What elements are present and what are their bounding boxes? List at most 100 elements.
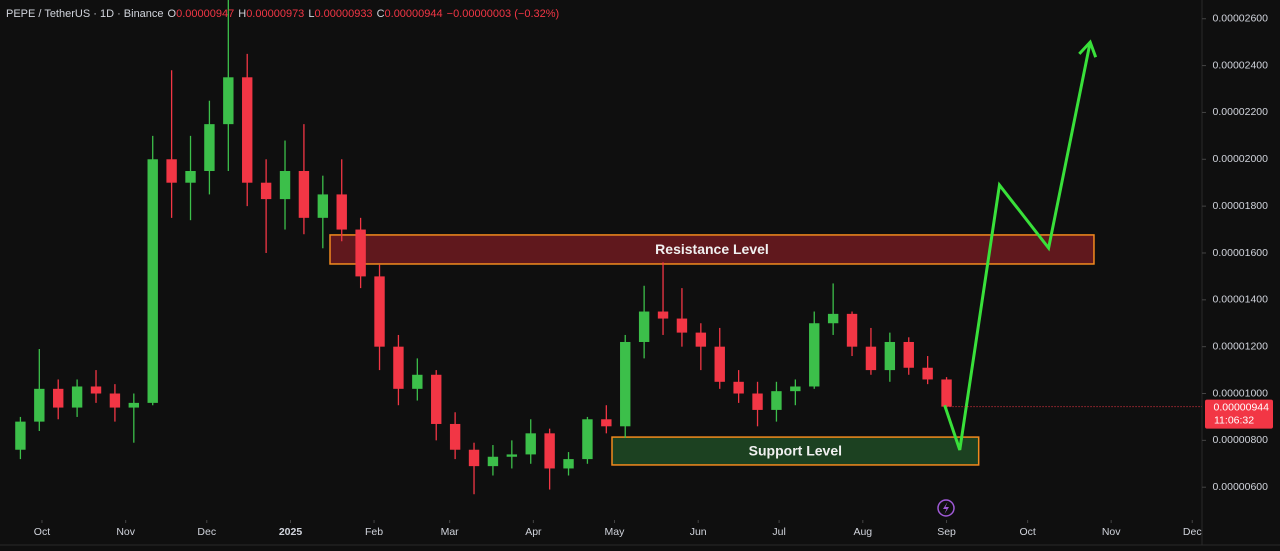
y-tick-label: 0.00002600 xyxy=(1213,13,1269,25)
header-close-label: C xyxy=(377,8,385,20)
candle-body xyxy=(733,381,744,394)
candle-body xyxy=(393,346,404,389)
lightning-icon xyxy=(937,499,955,517)
candle-body xyxy=(34,388,45,422)
zone-box xyxy=(329,234,1095,265)
zone-label: Resistance Level xyxy=(655,241,769,257)
header-low-label: L xyxy=(308,8,314,20)
candle-body xyxy=(412,374,423,389)
header-high-label: H xyxy=(238,8,246,20)
candle-body xyxy=(638,311,650,342)
candle-body xyxy=(676,318,688,333)
x-tick-label: Jul xyxy=(772,526,785,538)
x-tick-label: Jun xyxy=(690,526,707,538)
overlay: Resistance Level Support Level xyxy=(655,39,1098,459)
candle-body xyxy=(468,449,480,467)
y-tick-label: 0.00001400 xyxy=(1213,294,1269,306)
candle-body xyxy=(884,341,896,371)
candle-body xyxy=(355,229,366,277)
candle-body xyxy=(53,388,64,408)
projection-line xyxy=(943,41,1092,451)
zone-label: Support Level xyxy=(749,443,842,459)
last-price-tag xyxy=(1205,399,1273,429)
candle-body xyxy=(827,313,839,324)
axes: 0.00000600 0.00000800 0.00001000 0.00001200… xyxy=(34,13,1273,538)
candle-body xyxy=(790,386,801,392)
candle-body xyxy=(903,341,914,368)
x-tick-label: May xyxy=(605,526,626,538)
x-tick-label: Apr xyxy=(525,526,542,538)
candle-body xyxy=(431,374,442,424)
candle-body xyxy=(90,386,102,394)
header-open: 0.00000947 xyxy=(176,8,234,20)
y-tick-label: 0.00001000 xyxy=(1213,387,1269,399)
x-tick-label: Nov xyxy=(1102,526,1121,538)
header-low: 0.00000933 xyxy=(314,8,372,20)
candle-body xyxy=(15,421,26,450)
header-open-label: O xyxy=(168,8,177,20)
x-tick-label: Mar xyxy=(441,526,460,538)
candle-body xyxy=(846,313,858,347)
y-tick-label: 0.00000600 xyxy=(1213,481,1269,493)
candle-body xyxy=(260,182,272,200)
y-tick-label: 0.00001800 xyxy=(1213,200,1269,212)
candle-body xyxy=(317,194,329,218)
candle-body xyxy=(487,456,499,467)
candle-body xyxy=(336,194,347,230)
candle-body xyxy=(922,367,933,380)
candle-body xyxy=(544,433,555,469)
x-tick-label: Sep xyxy=(937,526,956,538)
candle-body xyxy=(242,77,253,183)
candle-body xyxy=(223,77,234,125)
x-tick-label: 2025 xyxy=(279,526,303,538)
y-tick-label: 0.00002200 xyxy=(1213,106,1269,118)
header-high: 0.00000973 xyxy=(246,8,304,20)
candles xyxy=(15,0,952,495)
candle-body xyxy=(449,423,461,450)
candle-body xyxy=(657,311,669,319)
candle-body xyxy=(506,454,518,457)
x-tick-label: Oct xyxy=(34,526,50,538)
candle-body xyxy=(865,346,877,371)
candle-body xyxy=(695,332,707,347)
zone-box xyxy=(611,436,980,466)
candle-body xyxy=(71,386,83,408)
candle-body xyxy=(147,159,158,403)
y-tick-label: 0.00002000 xyxy=(1213,153,1269,165)
candle-body xyxy=(620,341,631,427)
candle-body xyxy=(525,433,536,455)
x-tick-label: Dec xyxy=(1183,526,1202,538)
projection-arrowhead xyxy=(1078,39,1098,58)
zones xyxy=(329,234,1095,466)
candle-body xyxy=(204,124,215,171)
candle-body xyxy=(601,419,612,427)
candle-body xyxy=(563,459,574,469)
x-tick-label: Feb xyxy=(365,526,383,538)
x-tick-label: Aug xyxy=(853,526,872,538)
candle-body xyxy=(298,170,310,218)
header-change: −0.00000003 (−0.32%) xyxy=(447,8,560,20)
candle-body xyxy=(128,402,140,408)
candle-body xyxy=(941,379,952,407)
candle-body xyxy=(582,419,593,460)
candle-body xyxy=(374,276,385,347)
y-tick-label: 0.00001600 xyxy=(1213,247,1269,259)
x-tick-label: Nov xyxy=(116,526,135,538)
header-close: 0.00000944 xyxy=(385,8,443,20)
candle-body xyxy=(714,346,725,382)
candle-body xyxy=(771,391,782,410)
legend-header: PEPE / TetherUS · 1D · Binance O0.0000094… xyxy=(6,8,559,20)
candle-body xyxy=(166,159,177,183)
candle-body xyxy=(279,170,291,200)
candle-body xyxy=(752,393,763,410)
candle-body xyxy=(109,393,121,408)
x-tick-label: Oct xyxy=(1019,526,1035,538)
y-tick-label: 0.00002400 xyxy=(1213,59,1269,71)
candle-body xyxy=(809,323,820,387)
y-tick-label: 0.00000800 xyxy=(1213,434,1269,446)
header-symbol: PEPE / TetherUS · 1D · Binance xyxy=(6,8,164,20)
x-tick-label: Dec xyxy=(197,526,216,538)
candle-body xyxy=(185,170,196,183)
